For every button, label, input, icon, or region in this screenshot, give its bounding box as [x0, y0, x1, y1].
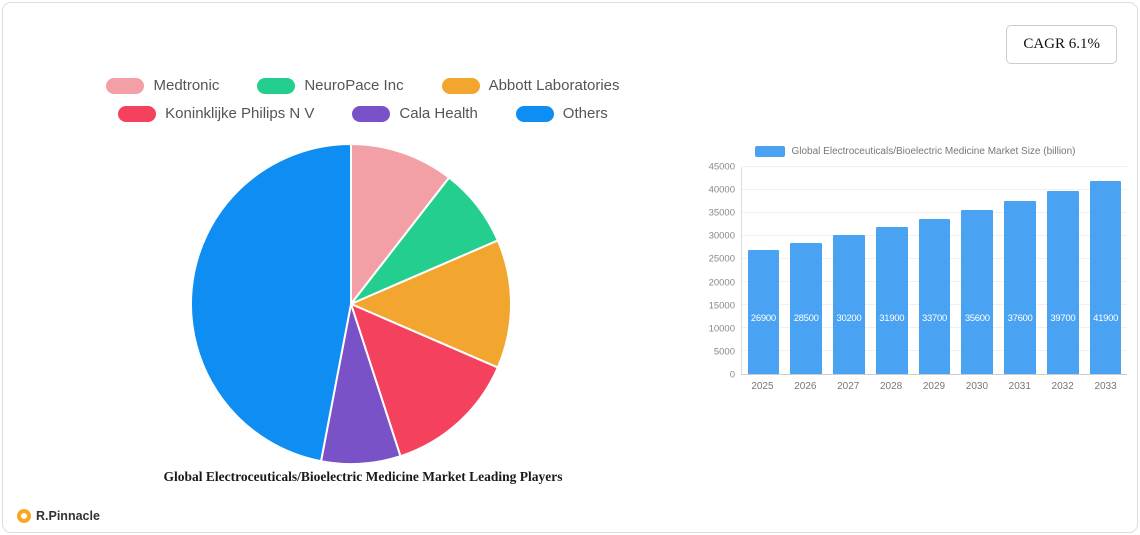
bar-slot: 26900: [742, 167, 785, 374]
pie-legend-item[interactable]: Abbott Laboratories: [441, 77, 620, 94]
pie-slice-medtronic[interactable]: [350, 142, 451, 307]
bar-y-tick-label: 10000: [708, 323, 735, 335]
gridline: [742, 189, 1127, 190]
pie-legend-swatch: [515, 105, 554, 122]
pie-legend-label: Abbott Laboratories: [488, 77, 620, 94]
brand-ring-icon: [17, 509, 31, 523]
bar-chart: 0 5000 10000 15000 20000 25000 30000 35000 40000…: [703, 162, 1127, 381]
bar-y-tick-label: 20000: [708, 277, 735, 289]
bar-bars: 26900 28500 30200 31900 33700 35600 37600 39700…: [742, 167, 1127, 374]
bar-y-axis: 0 5000 10000 15000 20000 25000 30000 35000 40000…: [703, 162, 741, 381]
bar-y-tick-label: 35000: [708, 207, 735, 219]
gridline: [742, 166, 1127, 167]
bar-2033[interactable]: 41900: [1089, 181, 1122, 374]
bar-slot: 30200: [828, 167, 871, 374]
bar-value-label: 30200: [836, 313, 862, 324]
bar-value-label: 37600: [1007, 313, 1033, 324]
pie-legend-label: Cala Health: [399, 105, 478, 122]
brand-name: R.Pinnacle: [36, 509, 100, 523]
bar-x-tick-label: 2026: [794, 381, 817, 392]
bar-y-tick-label: 15000: [708, 300, 735, 312]
bar-y-tick-label: 5000: [713, 346, 735, 358]
pie-legend-swatch: [352, 105, 391, 122]
bar-slot: 28500: [785, 167, 828, 374]
bar-y-tick-label: 25000: [708, 253, 735, 265]
bar-value-label: 28500: [793, 313, 819, 324]
pie-legend-swatch: [257, 77, 296, 94]
bar-x-tick-label: 2031: [1008, 381, 1031, 392]
bar-value-label: 35600: [964, 313, 990, 324]
pie-legend-label: Medtronic: [153, 77, 220, 94]
pie-slice-others[interactable]: [189, 142, 352, 463]
pie-legend-swatch: [106, 77, 145, 94]
bar-2032[interactable]: 39700: [1047, 191, 1079, 374]
bar-x-tick-label: 2033: [1094, 381, 1117, 392]
bar-y-tick-label: 40000: [708, 184, 735, 196]
bar-y-tick-label: 0: [729, 369, 735, 381]
bar-y-tick-label: 45000: [708, 161, 735, 173]
pie-legend-swatch: [441, 77, 480, 94]
bar-y-tick-label: 30000: [708, 230, 735, 242]
bar-legend-swatch: [754, 146, 785, 157]
bar-legend[interactable]: Global Electroceuticals/Bioelectric Medi…: [703, 146, 1127, 157]
bar-slot: 41900: [1084, 167, 1127, 374]
bar-2028[interactable]: 31900: [875, 227, 908, 374]
pie-legend-item[interactable]: Medtronic: [106, 77, 219, 94]
bar-legend-label: Global Electroceuticals/Bioelectric Medi…: [791, 146, 1076, 157]
pie-legend: Medtronic NeuroPace Inc Abbott Laboratorie…: [83, 77, 643, 122]
bar-value-label: 26900: [750, 313, 776, 324]
bar-plot-area: 26900 28500 30200 31900 33700 35600 37600 39700…: [741, 166, 1127, 375]
pie-chart-section: Medtronic NeuroPace Inc Abbott Laboratorie…: [83, 3, 643, 534]
pie-chart: [186, 139, 516, 469]
pie-chart-title: Global Electroceuticals/Bioelectric Medi…: [163, 469, 563, 484]
pie-legend-row: Koninklijke Philips N V Cala Health Others: [83, 105, 643, 122]
pie-legend-item[interactable]: Cala Health: [352, 105, 478, 122]
bar-x-axis: 2025 2026 2027 2028 2029 2030 2031 2032 2033: [703, 375, 1127, 392]
bar-2027[interactable]: 30200: [833, 235, 865, 374]
bar-2025[interactable]: 26900: [747, 250, 780, 374]
bar-x-tick-label: 2032: [1051, 381, 1074, 392]
pie-legend-item[interactable]: NeuroPace Inc: [257, 77, 404, 94]
bar-x-tick-label: 2029: [922, 381, 946, 392]
pie-legend-item[interactable]: Koninklijke Philips N V: [118, 105, 314, 122]
pie-legend-label: NeuroPace Inc: [304, 77, 404, 94]
pie-slice-abbott-laboratories[interactable]: [348, 239, 512, 369]
bar-2031[interactable]: 37600: [1004, 201, 1036, 374]
pie-legend-swatch: [118, 105, 157, 122]
bar-x-tick-label: 2030: [965, 381, 989, 392]
cagr-badge: CAGR 6.1%: [1006, 25, 1117, 64]
pie-legend-label: Koninklijke Philips N V: [165, 105, 315, 122]
gridline: [742, 212, 1127, 213]
bar-value-label: 39700: [1050, 313, 1076, 324]
pie-legend-row: Medtronic NeuroPace Inc Abbott Laboratorie…: [83, 77, 643, 94]
bar-value-label: 33700: [922, 313, 947, 324]
bar-2029[interactable]: 33700: [918, 218, 951, 374]
pie-slice-koninklijke-philips-n-v[interactable]: [349, 302, 500, 458]
pie-chart-svg: [189, 142, 512, 466]
pie-legend-label: Others: [562, 105, 608, 122]
bar-x-tick-label: 2025: [751, 381, 774, 392]
bar-slot: 39700: [1041, 167, 1084, 374]
bar-chart-section: Global Electroceuticals/Bioelectric Medi…: [703, 146, 1127, 392]
bar-slot: 35600: [956, 167, 999, 374]
pie-legend-item[interactable]: Others: [515, 105, 608, 122]
brand-logo: R.Pinnacle: [17, 509, 100, 523]
bar-x-tick-label: 2028: [879, 381, 903, 392]
bar-2030[interactable]: 35600: [961, 210, 994, 374]
bar-x-labels: 2025 2026 2027 2028 2029 2030 2031 2032 2033: [741, 381, 1127, 392]
bar-slot: 37600: [999, 167, 1042, 374]
bar-value-label: 41900: [1093, 313, 1119, 324]
bar-slot: 31900: [870, 167, 913, 374]
bar-value-label: 31900: [879, 313, 905, 324]
bar-slot: 33700: [913, 167, 956, 374]
bar-x-tick-label: 2027: [837, 381, 860, 392]
bar-2026[interactable]: 28500: [790, 242, 822, 374]
